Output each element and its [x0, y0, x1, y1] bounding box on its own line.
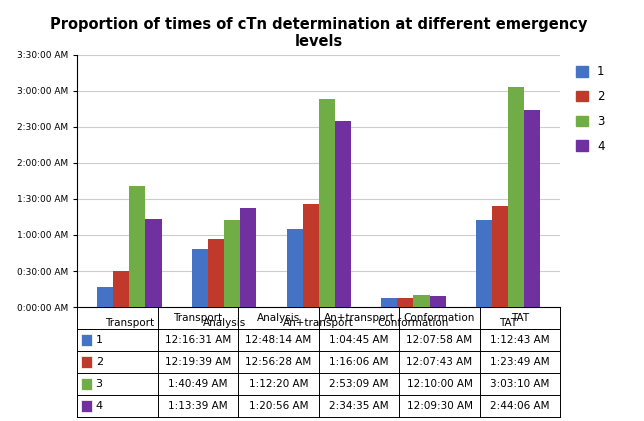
Text: 2:44:06 AM: 2:44:06 AM — [490, 401, 550, 411]
Bar — [413, 295, 430, 307]
Text: 1:04:45 AM: 1:04:45 AM — [329, 335, 389, 345]
Text: 12:56:28 AM: 12:56:28 AM — [245, 357, 312, 367]
Bar — [524, 110, 540, 307]
Text: 1:23:49 AM: 1:23:49 AM — [490, 357, 550, 367]
Text: Transport: Transport — [173, 313, 223, 323]
Title: Proportion of times of cTn determination at different emergency
levels: Proportion of times of cTn determination… — [50, 17, 587, 49]
Bar — [381, 298, 397, 307]
Bar — [319, 99, 335, 307]
Text: 3:03:10 AM: 3:03:10 AM — [490, 379, 550, 389]
Bar — [224, 220, 240, 307]
Text: 4: 4 — [95, 401, 103, 411]
Bar — [113, 272, 129, 307]
Bar — [208, 239, 224, 307]
Text: 1:12:43 AM: 1:12:43 AM — [490, 335, 550, 345]
Text: 1: 1 — [95, 335, 102, 345]
Text: 12:16:31 AM: 12:16:31 AM — [165, 335, 231, 345]
Text: 1:20:56 AM: 1:20:56 AM — [249, 401, 308, 411]
Bar — [508, 87, 524, 307]
Text: Conformation: Conformation — [378, 318, 449, 328]
Text: An+transport: An+transport — [283, 318, 354, 328]
Bar — [476, 220, 492, 307]
Text: 12:07:43 AM: 12:07:43 AM — [406, 357, 473, 367]
Text: Conformation: Conformation — [404, 313, 475, 323]
Bar — [81, 356, 92, 368]
Text: 1:12:20 AM: 1:12:20 AM — [249, 379, 308, 389]
Bar — [146, 218, 162, 307]
Text: 2:53:09 AM: 2:53:09 AM — [329, 379, 389, 389]
Text: 12:07:58 AM: 12:07:58 AM — [406, 335, 473, 345]
Text: 12:48:14 AM: 12:48:14 AM — [245, 335, 312, 345]
Text: 2: 2 — [95, 357, 103, 367]
Text: An+transport: An+transport — [323, 313, 395, 323]
Bar — [397, 298, 413, 307]
Bar — [129, 186, 146, 307]
Bar — [430, 296, 446, 307]
Bar — [287, 229, 303, 307]
Text: Analysis: Analysis — [257, 313, 300, 323]
Text: 1:40:49 AM: 1:40:49 AM — [168, 379, 228, 389]
Bar — [303, 204, 319, 307]
Bar — [81, 378, 92, 390]
Text: 2:34:35 AM: 2:34:35 AM — [329, 401, 389, 411]
Text: TAT: TAT — [499, 318, 517, 328]
Bar — [81, 400, 92, 412]
Text: 3: 3 — [95, 379, 102, 389]
Text: Transport: Transport — [105, 318, 154, 328]
Bar — [81, 334, 92, 346]
Legend: 1, 2, 3, 4: 1, 2, 3, 4 — [571, 61, 609, 157]
Text: 1:13:39 AM: 1:13:39 AM — [168, 401, 228, 411]
Text: 1:16:06 AM: 1:16:06 AM — [329, 357, 389, 367]
Bar — [492, 206, 508, 307]
Text: TAT: TAT — [511, 313, 529, 323]
Text: Analysis: Analysis — [202, 318, 246, 328]
Bar — [335, 121, 351, 307]
Text: 12:09:30 AM: 12:09:30 AM — [406, 401, 473, 411]
Bar — [97, 287, 113, 307]
Text: 12:10:00 AM: 12:10:00 AM — [406, 379, 473, 389]
Bar — [240, 208, 256, 307]
Bar — [192, 249, 208, 307]
Text: 12:19:39 AM: 12:19:39 AM — [165, 357, 231, 367]
